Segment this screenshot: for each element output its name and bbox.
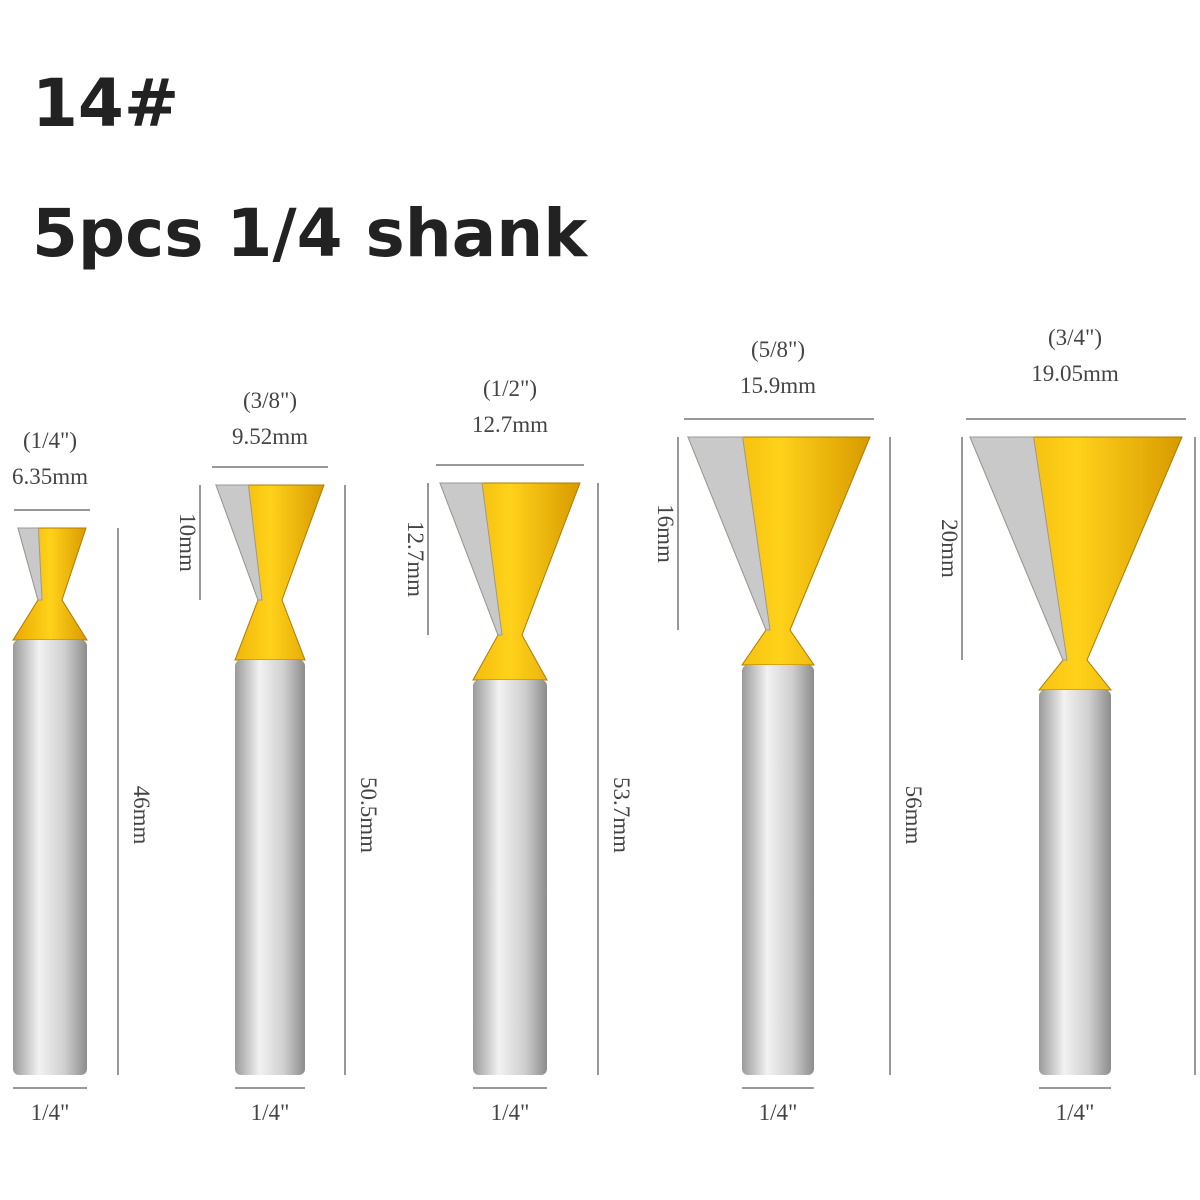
total-length: 53.7mm (609, 777, 634, 853)
title: 14# (32, 65, 179, 142)
shank (1039, 690, 1111, 1075)
cut-height: 10mm (175, 513, 200, 572)
shank-size: 1/4" (31, 1100, 70, 1125)
cut-height: 16mm (653, 504, 678, 563)
diameter: 9.52mm (232, 424, 308, 449)
cutter-edge (17, 527, 43, 601)
diameter: 19.05mm (1031, 361, 1119, 386)
diameter: 6.35mm (12, 464, 88, 489)
shank-size: 1/4" (1056, 1100, 1095, 1125)
inch-size: (1/4") (23, 428, 77, 453)
shank-size: 1/4" (251, 1100, 290, 1125)
shank-size: 1/4" (491, 1100, 530, 1125)
cutter-edge (969, 436, 1068, 661)
total-length: 46mm (129, 786, 154, 845)
inch-size: (3/4") (1048, 325, 1102, 350)
diameter: 12.7mm (472, 412, 548, 437)
total-length: 56mm (901, 786, 926, 845)
bits: (1/4") 6.35mm 46mm 1/4" (3/8") 9.52mm 10mm 50.5… (12, 325, 1196, 1125)
shank (13, 640, 87, 1075)
shank (473, 680, 547, 1075)
shank (742, 665, 814, 1075)
diameter: 15.9mm (740, 373, 816, 398)
shank-size: 1/4" (759, 1100, 798, 1125)
cut-height: 20mm (937, 519, 962, 578)
cut-height: 12.7mm (403, 521, 428, 597)
cutter-edge (215, 484, 263, 601)
subtitle: 5pcs 1/4 shank (32, 195, 589, 272)
shank (235, 660, 305, 1075)
inch-size: (5/8") (751, 337, 805, 362)
cutter-edge (439, 482, 503, 636)
inch-size: (1/2") (483, 376, 537, 401)
cutter-edge (687, 436, 771, 631)
inch-size: (3/8") (243, 388, 297, 413)
total-length: 50.5mm (356, 777, 381, 853)
